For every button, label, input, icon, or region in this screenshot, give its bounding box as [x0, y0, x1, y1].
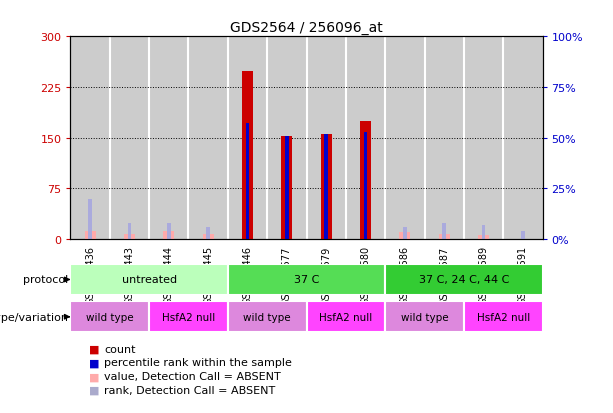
Bar [70, 301, 149, 332]
Bar [306, 301, 385, 332]
Bar [163, 231, 174, 240]
Bar [267, 37, 306, 240]
Title: GDS2564 / 256096_at: GDS2564 / 256096_at [230, 21, 383, 35]
Bar [364, 132, 367, 240]
Bar [482, 225, 485, 240]
Bar [203, 234, 214, 240]
Bar [70, 37, 110, 240]
Bar [321, 135, 332, 240]
Bar [189, 37, 228, 240]
Text: untreated: untreated [121, 275, 177, 285]
Bar [385, 264, 543, 295]
Bar [324, 134, 328, 240]
Bar [88, 199, 92, 240]
Text: ■: ■ [89, 385, 99, 395]
Text: HsfA2 null: HsfA2 null [162, 312, 215, 322]
Text: HsfA2 null: HsfA2 null [319, 312, 373, 322]
Text: count: count [104, 344, 135, 354]
Bar [385, 301, 464, 332]
Bar [285, 136, 289, 240]
Bar [70, 264, 543, 295]
Bar [306, 37, 346, 240]
Text: ■: ■ [89, 344, 99, 354]
Bar [70, 264, 228, 295]
Bar [246, 124, 249, 240]
Bar [228, 301, 306, 332]
Text: wild type: wild type [243, 312, 291, 322]
Bar [385, 37, 424, 240]
Bar [478, 235, 489, 240]
Bar [464, 37, 503, 240]
Text: 37 C, 24 C, 44 C: 37 C, 24 C, 44 C [419, 275, 509, 285]
Text: rank, Detection Call = ABSENT: rank, Detection Call = ABSENT [104, 385, 275, 395]
Text: 37 C: 37 C [294, 275, 319, 285]
Bar [167, 223, 171, 240]
Bar [228, 37, 267, 240]
Bar [360, 121, 371, 240]
Bar [442, 223, 446, 240]
Text: genotype/variation: genotype/variation [0, 312, 68, 322]
Text: ■: ■ [89, 358, 99, 368]
Bar [149, 37, 189, 240]
Bar [403, 228, 407, 240]
Text: wild type: wild type [401, 312, 448, 322]
Bar [228, 264, 385, 295]
Text: percentile rank within the sample: percentile rank within the sample [104, 358, 292, 368]
Bar [128, 223, 131, 240]
Bar [85, 231, 96, 240]
Bar [424, 37, 464, 240]
Bar [521, 231, 525, 240]
Bar [110, 37, 149, 240]
Text: HsfA2 null: HsfA2 null [476, 312, 530, 322]
Bar [464, 301, 543, 332]
Bar [399, 233, 410, 240]
Text: protocol: protocol [23, 275, 68, 285]
Bar [124, 234, 135, 240]
Bar [149, 301, 228, 332]
Bar [503, 37, 543, 240]
Bar [346, 37, 385, 240]
Bar [206, 228, 210, 240]
Bar [439, 234, 450, 240]
Bar [242, 72, 253, 240]
Text: wild type: wild type [86, 312, 134, 322]
Bar [281, 136, 292, 240]
Text: value, Detection Call = ABSENT: value, Detection Call = ABSENT [104, 371, 281, 381]
Text: ■: ■ [89, 371, 99, 381]
Bar [70, 301, 543, 332]
